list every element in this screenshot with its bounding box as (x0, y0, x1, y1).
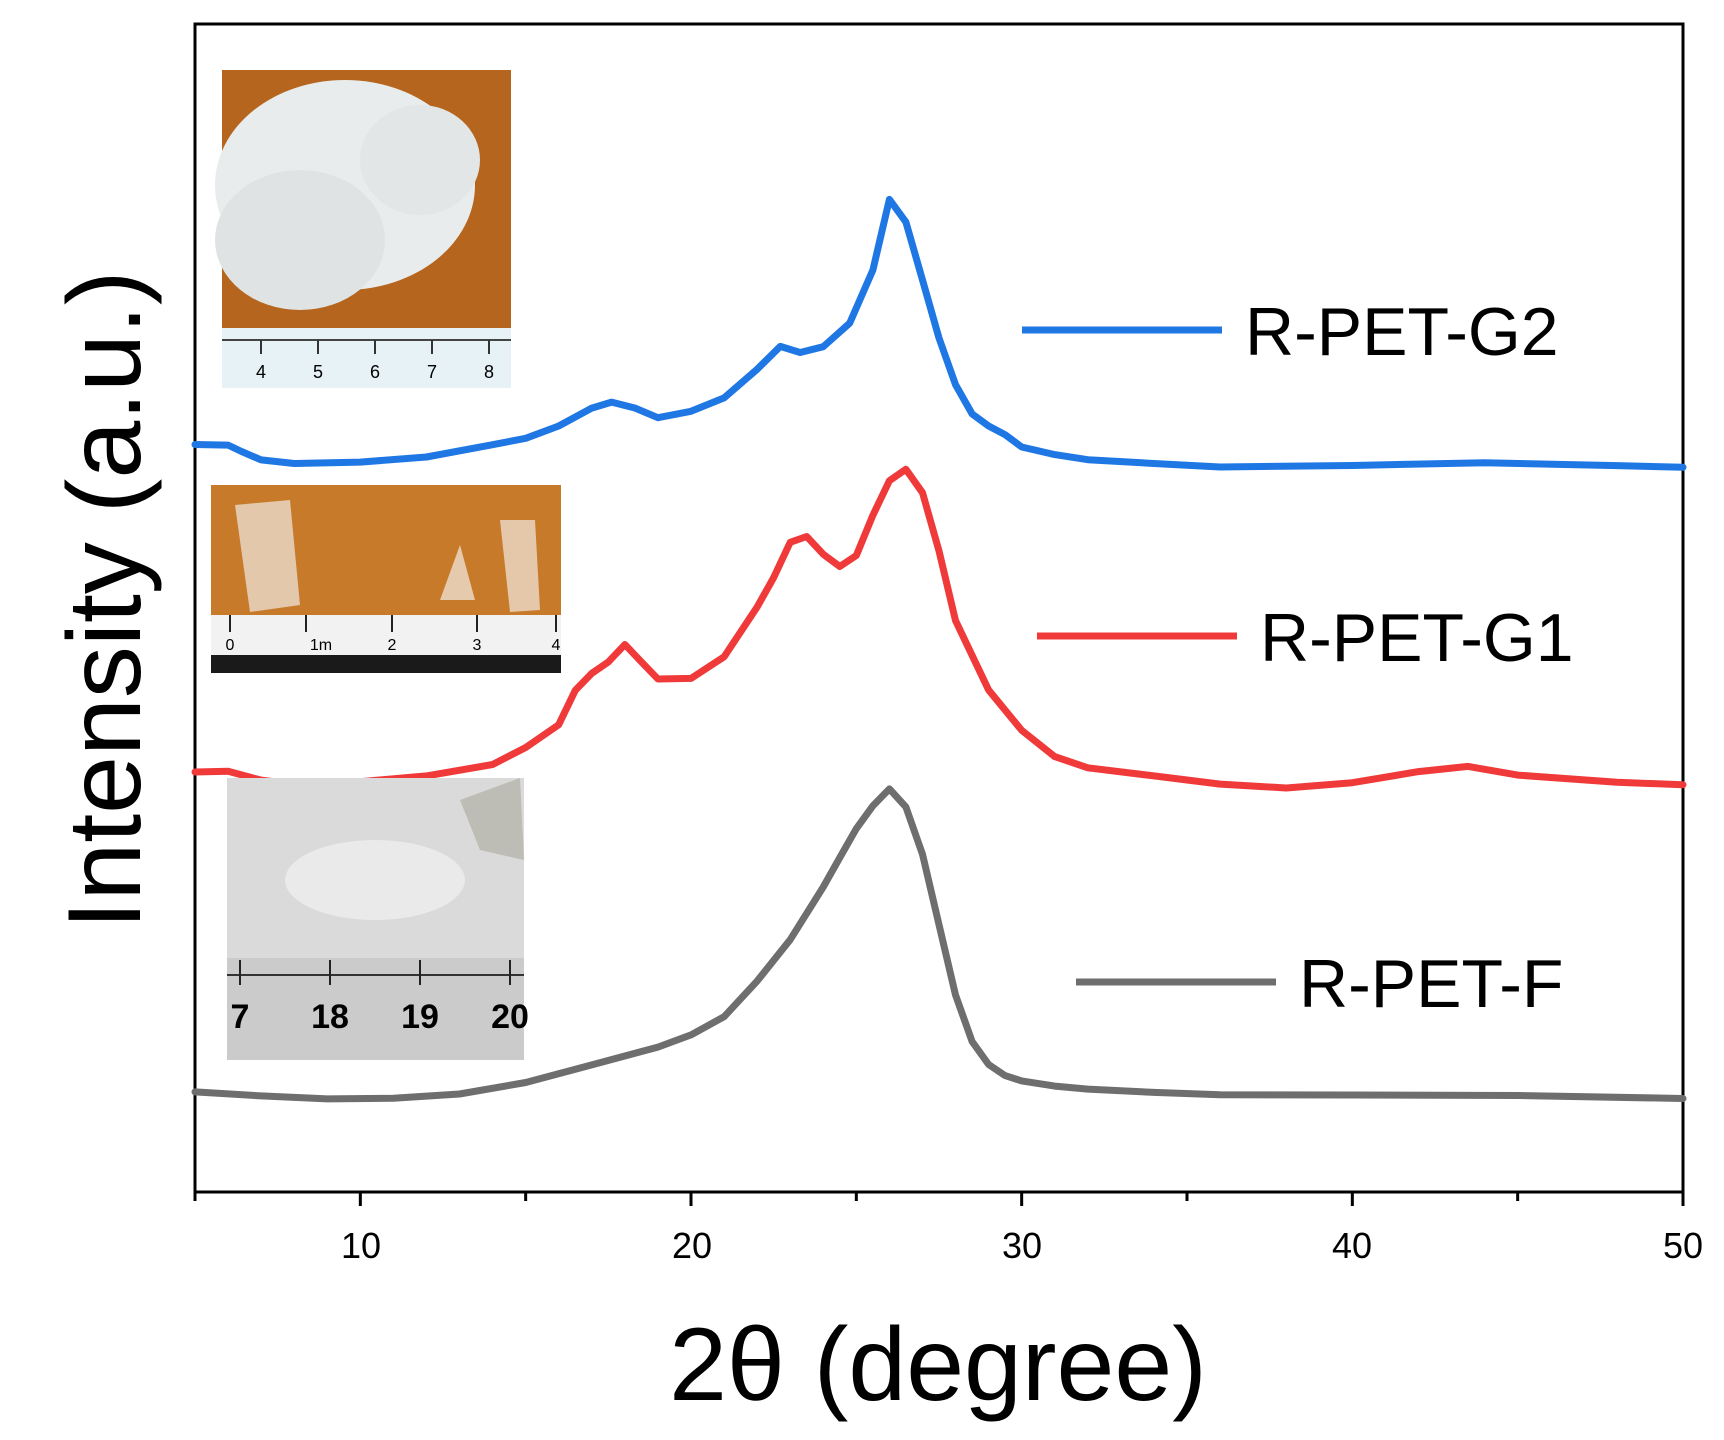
svg-text:7: 7 (427, 362, 437, 382)
svg-text:4: 4 (552, 637, 561, 654)
svg-text:6: 6 (370, 362, 380, 382)
series-line-r-pet-f (191, 785, 1687, 1103)
x-axis-tick-labels: 10 20 30 40 50 (341, 1225, 1703, 1266)
svg-text:0: 0 (226, 637, 235, 654)
x-axis-title: 2θ (degree) (669, 1307, 1207, 1423)
svg-text:20: 20 (491, 998, 529, 1036)
x-tick-label-50: 50 (1663, 1225, 1703, 1266)
series-line-r-pet-g1 (191, 465, 1687, 792)
svg-text:7: 7 (231, 998, 250, 1036)
svg-text:8: 8 (484, 362, 494, 382)
svg-text:1m: 1m (310, 637, 332, 654)
legend-label-r-pet-f: R-PET-F (1299, 946, 1563, 1022)
series-line-r-pet-g2 (191, 195, 1687, 471)
plot-frame (193, 22, 1685, 1194)
x-axis-ticks (193, 1192, 1685, 1206)
legend-label-r-pet-g1: R-PET-G1 (1260, 600, 1574, 676)
x-tick-label-40: 40 (1332, 1225, 1372, 1266)
svg-text:5: 5 (313, 362, 323, 382)
svg-text:3: 3 (473, 637, 482, 654)
legend: R-PET-G2 R-PET-G1 R-PET-F (1022, 294, 1574, 1022)
inset-photo-r-pet-f: 7 18 19 20 (227, 778, 529, 1060)
x-tick-label-20: 20 (672, 1225, 712, 1266)
legend-label-r-pet-g2: R-PET-G2 (1245, 294, 1559, 370)
x-tick-label-10: 10 (341, 1225, 381, 1266)
inset-photo-r-pet-g1: 0 1m 2 3 4 (211, 485, 561, 673)
inset-photo-r-pet-g2: 4 5 6 7 8 (215, 70, 511, 388)
svg-text:18: 18 (311, 998, 349, 1036)
svg-text:19: 19 (401, 998, 439, 1036)
x-tick-label-30: 30 (1002, 1225, 1042, 1266)
y-axis-title: Intensity (a.u.) (47, 271, 163, 930)
svg-text:4: 4 (256, 362, 266, 382)
svg-text:2: 2 (388, 637, 397, 654)
